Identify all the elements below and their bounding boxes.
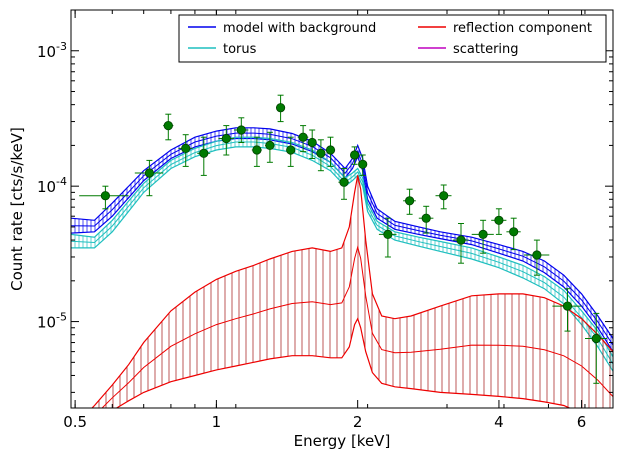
band-reflection-component [91,175,613,408]
data-marker [144,168,154,178]
y-axis: 10-5 10-4 10-3 [37,9,613,393]
y-tick-label: 10-3 [37,40,67,61]
y-tick-label: 10-4 [37,175,67,196]
legend-label: torus [223,42,257,57]
data-point [79,185,129,210]
x-tick-label: 4 [494,413,504,431]
data-point [178,134,193,167]
data-point [403,188,416,215]
y-axis-label: Count rate [cts/s/keV] [8,127,26,291]
x-tick-label: 2 [353,413,363,431]
data-marker [358,159,368,169]
data-point [471,219,494,254]
data-marker [275,103,286,113]
data-point [585,312,608,384]
data-point [552,288,582,332]
band-mid-line [71,141,613,365]
data-point [338,168,350,200]
data-point [349,146,360,165]
data-point [197,136,211,176]
data-marker [316,148,326,158]
plot-frame [70,9,614,409]
data-marker [298,132,308,142]
model-bands [71,127,613,408]
legend-box [178,14,607,63]
data-point [251,136,262,167]
data-marker [591,333,601,344]
data-marker [509,227,519,237]
legend: model with background torus reflection com… [178,14,607,63]
data-marker [221,133,231,144]
data-point [134,159,164,197]
data-marker [265,140,275,150]
data-marker [100,191,111,201]
data-point [316,139,326,172]
data-point [435,184,452,210]
data-marker [421,213,431,223]
band-upper-line [91,175,613,408]
data-marker [163,121,173,131]
legend-label: reflection component [453,21,592,36]
data-points [79,94,608,384]
y-tick-label: 10-5 [37,311,67,332]
data-point [418,205,434,234]
data-marker [307,137,317,148]
x-axis-label: Energy [keV] [294,432,391,450]
data-point [358,154,368,176]
x-axis: 0.5 1 2 4 6 [63,10,586,431]
data-point [491,208,507,235]
data-marker [286,145,296,155]
data-point [218,125,234,156]
data-marker [349,150,360,160]
data-marker [456,235,466,245]
band-lower-line [115,317,572,408]
band-lower-line [71,146,613,372]
data-marker [199,148,209,158]
band-upper-line [71,136,613,358]
data-marker [562,301,573,311]
data-marker [325,145,336,155]
x-tick-label: 1 [212,413,222,431]
data-marker [383,229,393,239]
data-point [297,125,309,153]
data-marker [478,229,488,239]
data-marker [404,196,415,206]
data-marker [252,145,262,155]
data-point [307,129,317,159]
data-point [265,131,275,163]
data-marker [236,125,246,135]
data-point [286,136,296,167]
data-point [523,239,550,276]
data-marker [181,143,191,153]
legend-label: scattering [453,42,519,57]
legend-label: model with background [223,21,376,36]
data-marker [494,215,504,225]
data-point [452,223,469,264]
data-point [163,113,174,141]
data-marker [532,250,542,260]
data-marker [339,177,349,187]
data-point [275,94,286,123]
band-torus [71,136,613,372]
data-point [506,217,521,251]
data-point [325,136,336,167]
data-point [378,217,397,258]
data-marker [439,191,449,201]
x-tick-label: 6 [577,413,587,431]
data-point [234,117,249,143]
band-mid-line [101,245,613,408]
x-tick-label: 0.5 [63,413,87,431]
